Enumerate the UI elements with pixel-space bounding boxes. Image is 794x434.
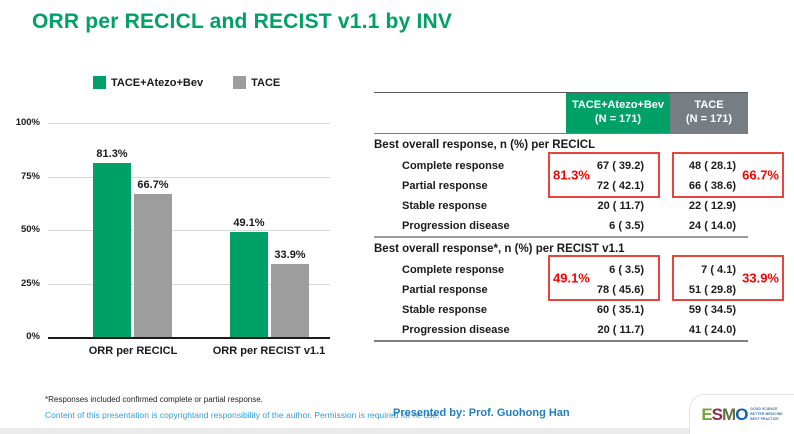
value-cell: 60 ( 35.1) <box>596 304 644 316</box>
value-cell: 66 ( 38.6) <box>688 180 736 192</box>
section-title-recicl: Best overall response, n (%) per RECICL <box>374 139 596 151</box>
bar-recist-tace-atezo-bev: 49.1% <box>230 217 268 337</box>
y-axis-tick-25: 25% <box>20 278 40 289</box>
y-axis-tick-50: 50% <box>20 224 40 235</box>
legend-item-tace: TACE <box>233 76 280 89</box>
bar-value-label: 33.9% <box>274 249 306 262</box>
row-label: Partial response <box>402 284 488 296</box>
gridline-100 <box>48 123 330 124</box>
table-top-border <box>374 92 748 93</box>
section-title-recist: Best overall response*, n (%) per RECIST… <box>374 243 625 255</box>
table-row: Stable response 20 ( 11.7) 22 ( 12.9) <box>374 196 748 216</box>
slide-title: ORR per RECICL and RECIST v1.1 by INV <box>32 10 453 33</box>
row-label: Partial response <box>402 180 488 192</box>
legend-label: TACE <box>251 76 281 89</box>
value-cell: 7 ( 4.1) <box>701 264 736 276</box>
legend-swatch-green-icon <box>93 76 106 89</box>
table-section-divider <box>374 236 748 238</box>
footnote: *Responses included confirmed complete o… <box>45 395 263 404</box>
table-row: Complete response 67 ( 39.2) 48 ( 28.1) <box>374 156 748 176</box>
bottom-bar <box>0 428 794 434</box>
table-row: Complete response 6 ( 3.5) 7 ( 4.1) <box>374 260 748 280</box>
value-cell: 51 ( 29.8) <box>688 284 736 296</box>
presenter-credit: Presented by: Prof. Guohong Han <box>393 407 570 419</box>
row-label: Stable response <box>402 304 487 316</box>
bar-value-label: 81.3% <box>96 148 128 161</box>
row-label: Complete response <box>402 264 505 276</box>
bar-value-label: 49.1% <box>233 216 265 229</box>
gridline-25 <box>48 283 330 285</box>
value-cell: 22 ( 12.9) <box>688 200 736 212</box>
header-arm-n: (N = 171) <box>685 113 733 125</box>
table-header-tace-atezo-bev: TACE+Atezo+Bev (N = 171) <box>566 93 670 133</box>
value-cell: 41 ( 24.0) <box>688 324 736 336</box>
value-cell: 6 ( 3.5) <box>609 264 644 276</box>
logo-tagline: GOOD SCIENCE BETTER MEDICINE BEST PRACTI… <box>750 407 782 421</box>
table-bottom-border <box>374 340 748 342</box>
bar-recicl-tace: 66.7% <box>134 179 172 337</box>
esmo-logo-letters: ESMO <box>701 405 748 424</box>
value-cell: 20 ( 11.7) <box>597 200 644 212</box>
header-arm-name: TACE+Atezo+Bev <box>571 99 665 112</box>
x-axis-label-recicl: ORR per RECICL <box>88 345 178 357</box>
bar-value-label: 66.7% <box>137 179 169 192</box>
value-cell: 48 ( 28.1) <box>688 160 736 172</box>
value-cell: 78 ( 45.6) <box>596 284 644 296</box>
table-row: Partial response 72 ( 42.1) 66 ( 38.6) <box>374 176 748 196</box>
value-cell: 24 ( 14.0) <box>688 220 736 232</box>
gridline-75 <box>48 176 330 178</box>
esmo-logo: ESMO GOOD SCIENCE BETTER MEDICINE BEST P… <box>689 394 794 434</box>
legend-label: TACE+Atezo+Bev <box>111 76 204 89</box>
table-header-row: TACE+Atezo+Bev (N = 171) TACE (N = 171) <box>374 93 748 133</box>
chart-legend: TACE+Atezo+Bev TACE <box>93 76 280 89</box>
logo-tagline-line: BETTER MEDICINE <box>750 412 783 417</box>
copyright-note: Content of this presentation is copyrigh… <box>45 410 440 420</box>
logo-tagline-line: GOOD SCIENCE <box>750 407 778 412</box>
bar-recist-tace: 33.9% <box>271 249 309 337</box>
table-row: Partial response 78 ( 45.6) 51 ( 29.8) <box>374 280 748 300</box>
table-row: Progression disease 6 ( 3.5) 24 ( 14.0) <box>374 216 748 236</box>
row-label: Stable response <box>402 200 487 212</box>
table-row: Progression disease 20 ( 11.7) 41 ( 24.0… <box>374 320 748 340</box>
value-cell: 59 ( 34.5) <box>688 304 736 316</box>
y-axis-tick-75: 75% <box>20 171 40 182</box>
row-label: Complete response <box>402 160 505 172</box>
results-table: TACE+Atezo+Bev (N = 171) TACE (N = 171) … <box>374 92 784 342</box>
bar-recicl-tace-atezo-bev: 81.3% <box>93 148 131 337</box>
y-axis-tick-0: 0% <box>26 331 40 342</box>
gridline-50 <box>48 230 330 231</box>
table-header-empty-cell <box>374 93 566 133</box>
header-arm-name: TACE <box>694 99 724 112</box>
value-cell: 72 ( 42.1) <box>596 180 644 192</box>
x-axis-label-recist: ORR per RECIST v1.1 <box>212 345 326 357</box>
table-header-border <box>374 133 748 134</box>
legend-swatch-gray-icon <box>233 76 247 89</box>
value-cell: 67 ( 39.2) <box>596 160 644 172</box>
value-cell: 20 ( 11.7) <box>597 324 644 336</box>
header-arm-n: (N = 171) <box>594 113 642 125</box>
legend-item-tace-atezo-bev: TACE+Atezo+Bev <box>93 76 203 89</box>
logo-tagline-line: BEST PRACTICE <box>750 416 779 421</box>
table-row: Stable response 60 ( 35.1) 59 ( 34.5) <box>374 300 748 320</box>
value-cell: 6 ( 3.5) <box>609 220 644 232</box>
row-label: Progression disease <box>402 324 510 336</box>
bar-chart-plot-area: 81.3% 66.7% 49.1% 33.9% <box>48 123 330 339</box>
row-label: Progression disease <box>402 220 510 232</box>
table-header-tace: TACE (N = 171) <box>670 93 748 133</box>
y-axis-tick-100: 100% <box>15 117 40 128</box>
